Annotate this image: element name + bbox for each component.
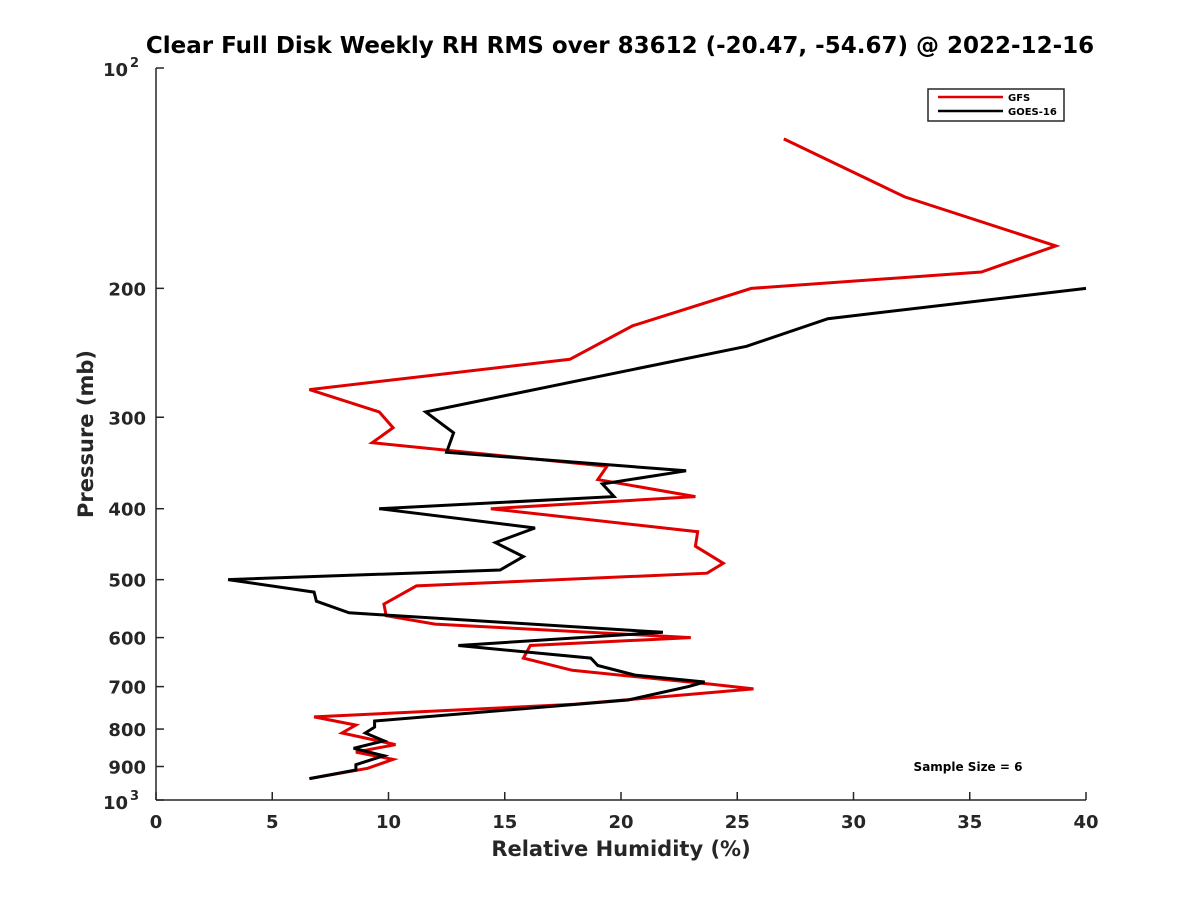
x-tick-label: 30 (841, 812, 866, 833)
y-limit-top-label: 10 2 (103, 56, 139, 81)
x-tick-label: 35 (957, 812, 982, 833)
legend-label-goes16: GOES-16 (1008, 107, 1057, 118)
x-axis-label: Relative Humidity (%) (491, 837, 750, 861)
y-tick-label: 200 (108, 279, 146, 300)
y-tick-label: 500 (108, 571, 146, 592)
series-line-goes16 (227, 286, 1087, 781)
legend-box (927, 88, 1065, 122)
y-tick-label: 800 (108, 720, 146, 741)
x-tick-label: 15 (492, 812, 517, 833)
y-tick-label: 300 (108, 408, 146, 429)
y-tick-label: 400 (108, 500, 146, 521)
y-axis-label: Pressure (mb) (74, 350, 98, 518)
chart-title: Clear Full Disk Weekly RH RMS over 83612… (146, 33, 1094, 59)
x-tick-label: 40 (1073, 812, 1098, 833)
y-limit-top-base: 10 (103, 60, 128, 81)
plot-area (155, 68, 1086, 801)
y-tick-label: 600 (108, 629, 146, 650)
y-tick-label: 700 (108, 678, 146, 699)
x-tick-label: 10 (376, 812, 401, 833)
y-limit-bottom-exp: 3 (130, 789, 139, 804)
y-ticks: 200 300 400 500 600 700 800 900 (108, 67, 164, 801)
y-tick-label: 900 (108, 758, 146, 779)
y-limit-top-exp: 2 (130, 56, 139, 71)
sample-size-annotation: Sample Size = 6 (914, 760, 1023, 774)
x-tick-label: 20 (608, 812, 633, 833)
y-limit-bottom-label: 10 3 (103, 789, 139, 814)
x-tick-label: 5 (266, 812, 279, 833)
x-tick-label: 0 (150, 812, 163, 833)
y-limit-bottom-base: 10 (103, 793, 128, 814)
series-line-gfs (308, 137, 1061, 781)
x-ticks: 0 5 10 15 20 25 30 35 40 (150, 792, 1099, 833)
legend-label-gfs: GFS (1008, 93, 1030, 104)
x-tick-label: 25 (725, 812, 750, 833)
series-lines (227, 137, 1087, 781)
legend: GFS GOES-16 (927, 88, 1065, 122)
